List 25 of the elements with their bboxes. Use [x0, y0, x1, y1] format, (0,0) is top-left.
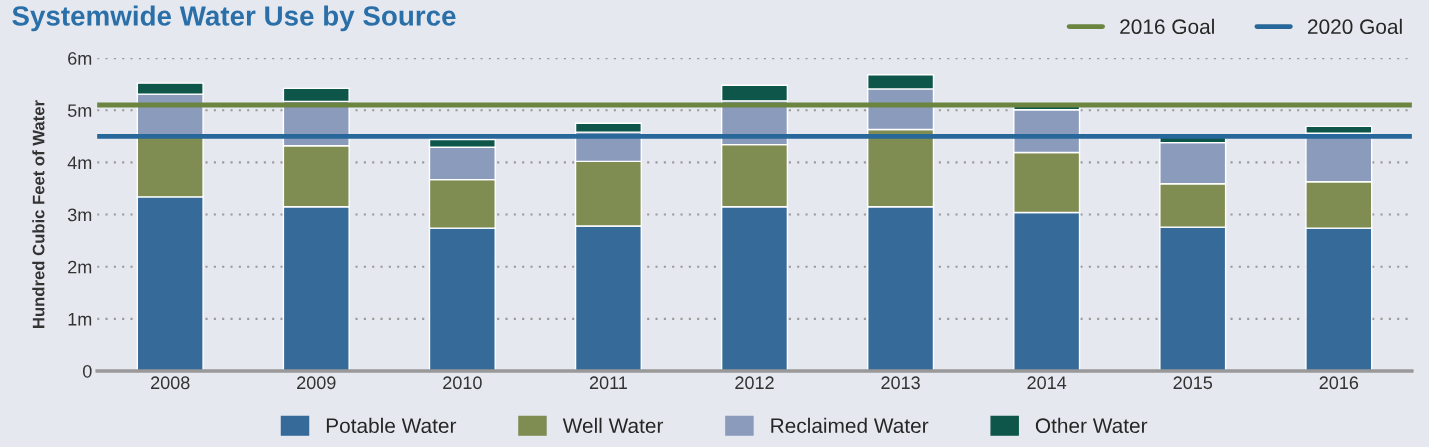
x-tick-label: 2009 [297, 376, 336, 390]
x-tick-label: 2008 [151, 376, 190, 390]
x-tick-label: 2011 [589, 376, 627, 390]
x-tick-label: 2014 [1027, 376, 1067, 390]
x-tick-label: 2015 [1173, 376, 1213, 390]
y-tick-label: 4m [67, 156, 92, 169]
x-tick-label: 2012 [735, 376, 774, 390]
x-tick-label: 2013 [881, 376, 920, 390]
y-tick-label: 6m [68, 52, 92, 65]
legend-label: Other Water [1035, 417, 1148, 434]
x-tick-label: 2010 [443, 376, 482, 390]
y-tick-label: 1m [68, 312, 92, 326]
x-tick-label: 2016 [1319, 376, 1359, 390]
legend-label: 2020 Goal [1308, 18, 1402, 35]
y-tick-label: 3m [67, 208, 92, 222]
y-axis-title: Hundred Cubic Feet of Water [32, 100, 45, 328]
y-tick-label: 2m [68, 260, 92, 274]
legend-label: Well Water [562, 417, 664, 434]
y-tick-label: 5m [67, 104, 92, 117]
legend-label: 2016 Goal [1120, 18, 1214, 35]
chart-title: Systemwide Water Use by Source [12, 5, 456, 32]
legend-label: Potable Water [326, 417, 457, 434]
y-tick-label: 0 [82, 364, 92, 378]
legend-label: Reclaimed Water [771, 417, 929, 434]
bar [1305, 125, 1373, 134]
